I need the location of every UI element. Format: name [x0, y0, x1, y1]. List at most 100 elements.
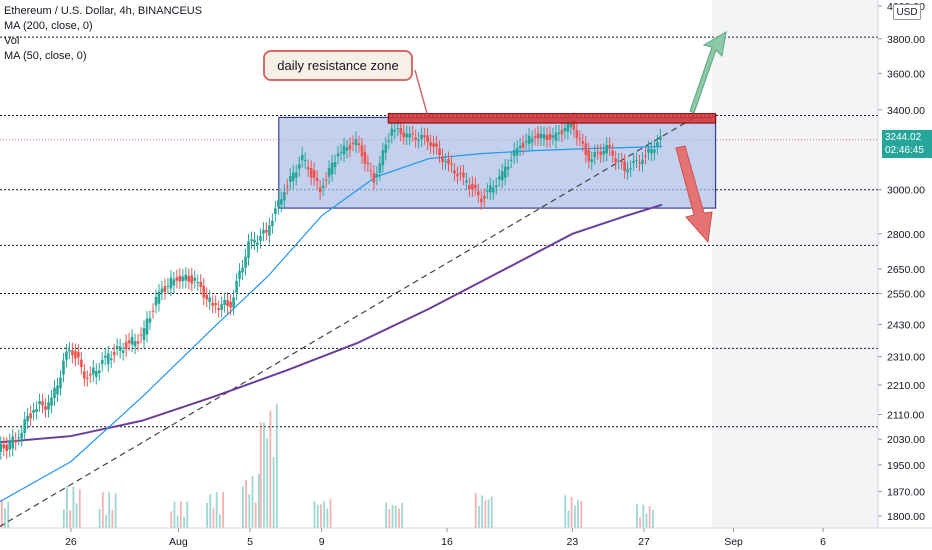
- candle-body: [324, 179, 328, 181]
- candle-body: [545, 135, 549, 141]
- currency-badge[interactable]: USD: [893, 4, 921, 20]
- candle-body: [369, 170, 373, 172]
- candle-body: [650, 148, 653, 154]
- y-tick-label: 1800.00: [887, 511, 925, 523]
- legend-ma200[interactable]: MA (200, close, 0): [4, 20, 93, 32]
- volume-bar: [212, 508, 215, 528]
- candle-body: [596, 151, 600, 153]
- candle-body: [238, 270, 241, 280]
- volume-bar: [245, 479, 247, 528]
- candle-body: [68, 349, 71, 352]
- volume-bar: [474, 493, 477, 528]
- y-tick-label: 2550.00: [887, 289, 925, 301]
- candle-body: [130, 336, 134, 345]
- candle-body: [509, 159, 513, 161]
- y-tick-label: 2430.00: [887, 319, 925, 331]
- candle-body: [605, 144, 608, 154]
- candle-body: [303, 159, 307, 162]
- x-tick-label: 16: [441, 536, 453, 548]
- candle-body: [277, 200, 280, 208]
- candle-body: [23, 419, 26, 434]
- x-tick-label: Sep: [724, 536, 743, 548]
- candle-body: [450, 163, 453, 166]
- volume-bar: [388, 509, 391, 528]
- candle-body: [89, 374, 92, 376]
- volume-bar: [320, 504, 322, 528]
- candle-body: [229, 301, 232, 308]
- candle-body: [5, 444, 9, 452]
- legend-vol[interactable]: Vol: [4, 35, 20, 47]
- chart-legend: Ethereum / U.S. Dollar, 4h, BINANCEUS MA…: [4, 4, 202, 64]
- volume-bar: [323, 501, 326, 528]
- candle-body: [259, 236, 262, 241]
- candle-body: [291, 172, 295, 182]
- candle-body: [121, 350, 125, 353]
- candle-body: [265, 230, 268, 233]
- candle-body: [91, 367, 95, 375]
- volume-bar: [478, 505, 480, 528]
- last-price-label: 3244.02: [882, 130, 932, 145]
- candle-body: [599, 151, 603, 156]
- candle-body: [512, 150, 516, 157]
- candle-body: [629, 168, 632, 170]
- candle-body: [339, 151, 343, 153]
- candle-body: [521, 142, 525, 148]
- candle-body: [420, 134, 423, 140]
- candle-body: [8, 441, 12, 450]
- candle-body: [280, 199, 283, 205]
- annotation-callout[interactable]: daily resistance zone: [263, 50, 413, 81]
- candle-body: [318, 187, 322, 193]
- candle-body: [14, 440, 17, 443]
- legend-symbol[interactable]: Ethereum / U.S. Dollar, 4h, BINANCEUS: [4, 5, 203, 17]
- ma200-line: [0, 203, 663, 444]
- candle-body: [294, 172, 298, 178]
- candle-body: [477, 191, 480, 196]
- candle-body: [497, 176, 501, 180]
- y-tick-label: 2310.00: [887, 352, 925, 364]
- volume-bar: [222, 492, 224, 528]
- candle-body: [29, 413, 32, 419]
- candle-body: [220, 304, 223, 310]
- candle-body: [77, 351, 80, 358]
- candle-body: [196, 281, 200, 283]
- volume-bar: [98, 508, 101, 528]
- consolidation-box: [278, 116, 717, 209]
- volume-bar: [215, 492, 218, 528]
- candle-body: [250, 239, 253, 242]
- candle-body: [354, 139, 358, 146]
- candle-body: [274, 208, 277, 215]
- volume-bar: [62, 509, 65, 528]
- candle-body: [223, 300, 226, 305]
- y-tick-label: 1950.00: [887, 460, 925, 472]
- volume-bar: [108, 492, 111, 528]
- candle-body: [581, 141, 585, 144]
- volume-bar: [385, 502, 388, 528]
- candle-body: [112, 351, 116, 356]
- candle-body: [381, 150, 385, 166]
- x-tick-label: 5: [247, 536, 253, 548]
- candle-body: [617, 160, 620, 162]
- volume-bar: [645, 513, 648, 528]
- legend-ma50[interactable]: MA (50, close, 0): [4, 50, 87, 62]
- candle-body: [524, 141, 528, 143]
- candle-body: [363, 152, 367, 164]
- candle-body: [587, 150, 591, 161]
- candle-body: [333, 161, 337, 167]
- candle-body: [387, 140, 391, 142]
- volume-bar: [577, 499, 579, 528]
- volume-bar: [66, 486, 68, 528]
- price-axis-bg: [878, 0, 932, 550]
- volume-bar: [259, 422, 262, 528]
- candle-body: [494, 185, 498, 188]
- candle-body: [462, 172, 465, 178]
- candle-body: [584, 143, 588, 156]
- up-arrow: [689, 31, 727, 114]
- candle-body: [471, 183, 474, 190]
- candle-body: [11, 436, 15, 449]
- y-tick-label: 3400.00: [887, 105, 925, 117]
- candle-body: [483, 195, 486, 199]
- candle-body: [315, 177, 319, 182]
- volume-bar: [266, 438, 269, 528]
- candle-body: [103, 355, 107, 358]
